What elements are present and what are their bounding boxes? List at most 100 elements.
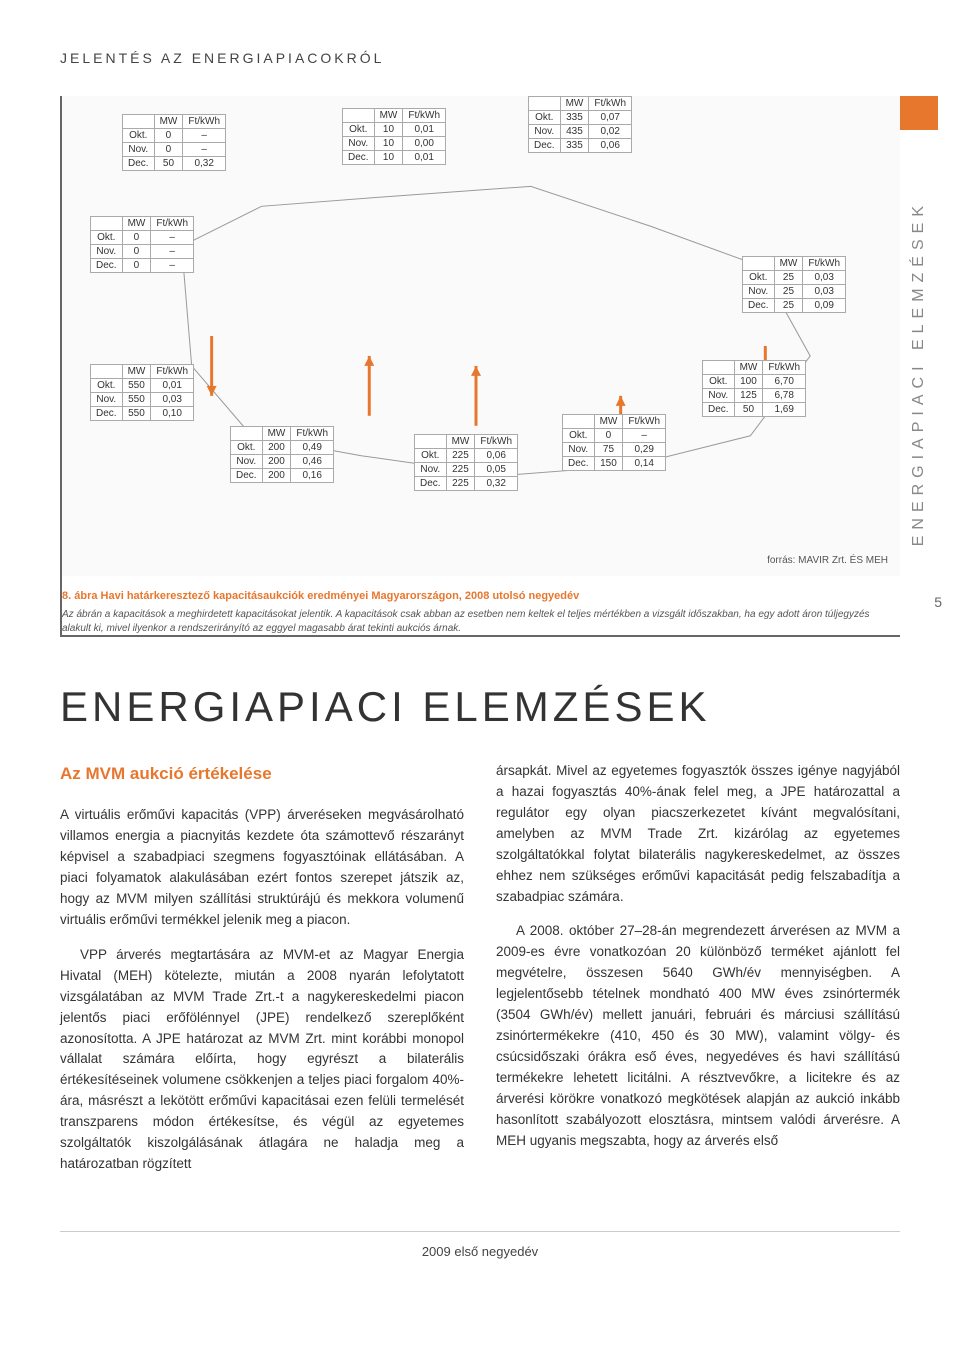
- table-row: Dec.2250,32: [415, 477, 518, 491]
- table-row: Okt.250,03: [743, 271, 846, 285]
- table-cell: 200: [262, 455, 291, 469]
- table-cell: 75: [594, 443, 623, 457]
- table-row: Nov.100,00: [343, 137, 446, 151]
- capacity-table: MWFt/kWhOkt.1006,70Nov.1256,78Dec.501,69: [702, 360, 806, 417]
- table-cell: 50: [734, 403, 763, 417]
- table-header-cell: Ft/kWh: [803, 257, 846, 271]
- table-cell: 10: [374, 151, 403, 165]
- table-header-cell: MW: [734, 361, 763, 375]
- table-cell: Dec.: [743, 299, 775, 313]
- table-cell: Okt.: [743, 271, 775, 285]
- table-row: Nov.1256,78: [703, 389, 806, 403]
- article-columns: Az MVM aukció értékelése A virtuális erő…: [60, 761, 900, 1189]
- table-header-cell: Ft/kWh: [589, 97, 632, 111]
- table-cell: Nov.: [415, 463, 447, 477]
- table-cell: 10: [374, 137, 403, 151]
- side-tab-accent: [900, 96, 938, 130]
- table-cell: 0: [154, 129, 183, 143]
- table-cell: Nov.: [563, 443, 595, 457]
- table-cell: –: [183, 143, 226, 157]
- table-row: Nov.4350,02: [529, 125, 632, 139]
- table-cell: –: [623, 429, 666, 443]
- table-header-cell: Ft/kWh: [183, 115, 226, 129]
- capacity-table: MWFt/kWhOkt.250,03Nov.250,03Dec.250,09: [742, 256, 846, 313]
- table-cell: 0,29: [623, 443, 666, 457]
- table-row: Dec.0–: [91, 259, 194, 273]
- table-cell: Dec.: [529, 139, 561, 153]
- table-cell: 25: [774, 299, 803, 313]
- table-header-cell: [91, 365, 123, 379]
- article-heading: Az MVM aukció értékelése: [60, 761, 464, 787]
- page: JELENTÉS AZ ENERGIAPIACOKRÓL ENERGIAPIAC…: [0, 0, 960, 1299]
- table-header-cell: [563, 415, 595, 429]
- table-row: Okt.3350,07: [529, 111, 632, 125]
- table-cell: 0,14: [623, 457, 666, 471]
- table-cell: 0,07: [589, 111, 632, 125]
- footer: 2009 első negyedév: [60, 1231, 900, 1259]
- capacity-table: MWFt/kWhOkt.0–Nov.0–Dec.0–: [90, 216, 194, 273]
- capacity-table: MWFt/kWhOkt.100,01Nov.100,00Dec.100,01: [342, 108, 446, 165]
- table-cell: 335: [560, 111, 589, 125]
- table-row: Nov.5500,03: [91, 393, 194, 407]
- table-cell: –: [183, 129, 226, 143]
- table-row: Dec.501,69: [703, 403, 806, 417]
- table-cell: 0,01: [403, 151, 446, 165]
- table-cell: Okt.: [123, 129, 155, 143]
- table-cell: 0,03: [803, 285, 846, 299]
- para: A virtuális erőművi kapacitás (VPP) árve…: [60, 805, 464, 931]
- table-cell: Dec.: [231, 469, 263, 483]
- para: A 2008. október 27–28-án megrendezett ár…: [496, 921, 900, 1151]
- column-left: Az MVM aukció értékelése A virtuális erő…: [60, 761, 464, 1189]
- table-cell: Okt.: [529, 111, 561, 125]
- table-cell: 0: [122, 259, 151, 273]
- section-title: ENERGIAPIACI ELEMZÉSEK: [60, 683, 900, 731]
- table-cell: 550: [122, 393, 151, 407]
- table-cell: 0: [154, 143, 183, 157]
- table-row: Nov.0–: [91, 245, 194, 259]
- table-cell: Dec.: [91, 259, 123, 273]
- table-header-cell: [703, 361, 735, 375]
- page-number: 5: [934, 594, 942, 610]
- table-row: Dec.100,01: [343, 151, 446, 165]
- table-header-cell: Ft/kWh: [763, 361, 806, 375]
- table-cell: 550: [122, 407, 151, 421]
- table-cell: 225: [446, 449, 475, 463]
- table-cell: Dec.: [415, 477, 447, 491]
- table-cell: 0,02: [589, 125, 632, 139]
- capacity-table: MWFt/kWhOkt.2250,06Nov.2250,05Dec.2250,3…: [414, 434, 518, 491]
- table-cell: 0,32: [183, 157, 226, 171]
- table-header-cell: Ft/kWh: [291, 427, 334, 441]
- table-row: Dec.3350,06: [529, 139, 632, 153]
- table-cell: 6,78: [763, 389, 806, 403]
- para: VPP árverés megtartására az MVM-et az Ma…: [60, 945, 464, 1175]
- table-row: Dec.500,32: [123, 157, 226, 171]
- table-header-cell: MW: [774, 257, 803, 271]
- table-cell: 25: [774, 271, 803, 285]
- table-row: Okt.2000,49: [231, 441, 334, 455]
- table-header-cell: MW: [154, 115, 183, 129]
- table-cell: –: [151, 259, 194, 273]
- table-row: Dec.2000,16: [231, 469, 334, 483]
- table-cell: Okt.: [563, 429, 595, 443]
- table-cell: Nov.: [231, 455, 263, 469]
- table-row: Nov.2250,05: [415, 463, 518, 477]
- table-cell: 200: [262, 469, 291, 483]
- table-row: Dec.5500,10: [91, 407, 194, 421]
- para: ársapkát. Mivel az egyetemes fogyasztók …: [496, 761, 900, 907]
- table-header-cell: MW: [122, 365, 151, 379]
- table-cell: 50: [154, 157, 183, 171]
- table-cell: 0,46: [291, 455, 334, 469]
- table-row: Nov.750,29: [563, 443, 666, 457]
- table-header-cell: MW: [594, 415, 623, 429]
- table-cell: 550: [122, 379, 151, 393]
- table-row: Dec.250,09: [743, 299, 846, 313]
- table-cell: 0,05: [475, 463, 518, 477]
- table-cell: 10: [374, 123, 403, 137]
- table-row: Okt.0–: [123, 129, 226, 143]
- table-cell: Okt.: [415, 449, 447, 463]
- table-cell: Nov.: [123, 143, 155, 157]
- table-cell: Okt.: [91, 379, 123, 393]
- side-tab-text: ENERGIAPIACI ELEMZÉSEK: [910, 200, 928, 546]
- table-cell: 0,09: [803, 299, 846, 313]
- table-cell: Nov.: [743, 285, 775, 299]
